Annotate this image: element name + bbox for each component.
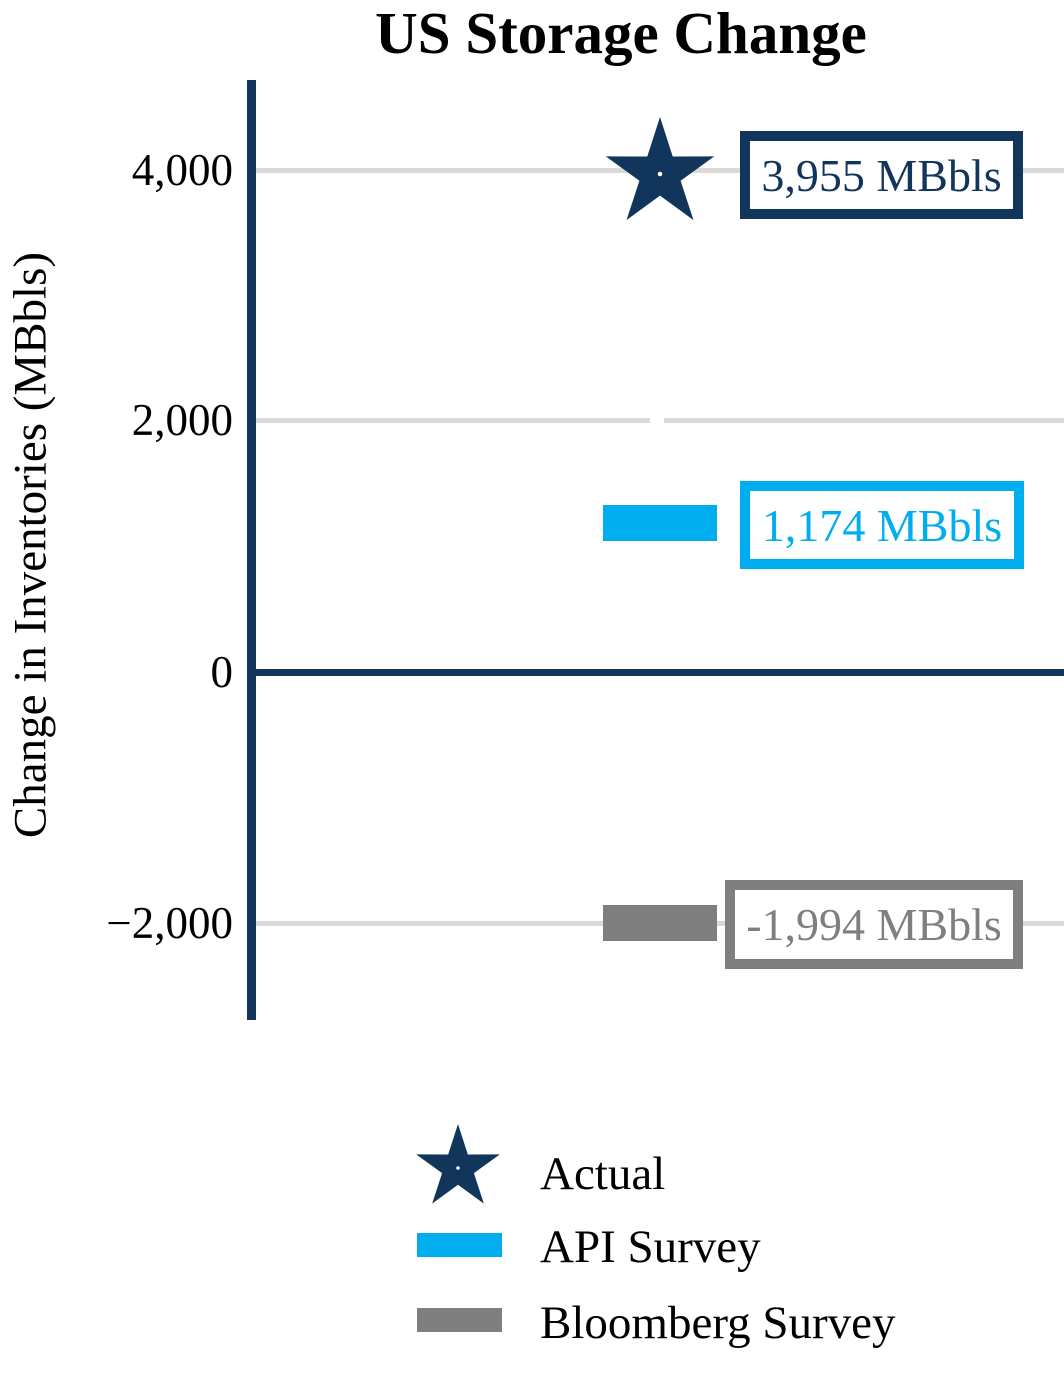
y-tick-0: 0 — [210, 647, 234, 697]
marker-center-dot — [456, 1166, 460, 1170]
actual-value-text: 3,955 MBbls — [761, 149, 1002, 201]
star-icon — [605, 117, 715, 221]
legend-label-bloomberg-survey: Bloomberg Survey — [540, 1297, 896, 1349]
legend-dash-icon-bloomberg — [417, 1308, 502, 1332]
y-axis-title: Change in Inventories (MBbls) — [4, 251, 57, 839]
bloomberg-survey-marker — [603, 905, 717, 941]
api-survey-value-text: 1,174 MBbls — [761, 499, 1003, 551]
y-tick-4000: 4,000 — [131, 145, 233, 195]
api-survey-value-label: 1,174 MBbls — [740, 481, 1024, 569]
legend-dash-icon-api — [417, 1233, 502, 1257]
api-survey-marker — [603, 505, 717, 541]
y-tick-2000: 2,000 — [131, 395, 233, 445]
bloomberg-survey-value-label: -1,994 MBbls — [725, 880, 1023, 969]
chart-title: US Storage Change — [375, 0, 867, 66]
actual-star-marker — [605, 117, 715, 221]
actual-value-label: 3,955 MBbls — [740, 131, 1023, 219]
legend-star-marker — [416, 1124, 500, 1204]
zero-baseline — [247, 669, 1064, 676]
legend-label-actual: Actual — [540, 1148, 666, 1200]
gridline-2000-gap — [650, 417, 664, 424]
star-icon — [416, 1124, 500, 1204]
y-tick-neg2000: −2,000 — [106, 898, 233, 948]
bloomberg-survey-value-text: -1,994 MBbls — [746, 899, 1002, 950]
legend-label-api-survey: API Survey — [540, 1221, 761, 1273]
marker-center-dot — [657, 171, 663, 177]
y-axis-line — [247, 80, 256, 1020]
